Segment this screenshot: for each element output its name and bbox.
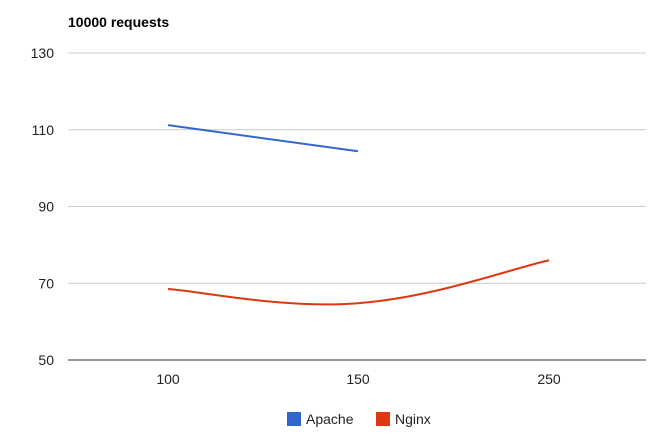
gridlines — [68, 52, 646, 284]
x-axis-ticks: 100 150 250 — [156, 371, 561, 387]
legend-label: Nginx — [395, 411, 431, 427]
y-tick-label: 130 — [31, 45, 55, 61]
x-tick-label: 100 — [156, 371, 180, 387]
y-tick-label: 90 — [38, 199, 54, 215]
series-lines — [167, 124, 550, 306]
series-line-nginx — [167, 259, 550, 306]
chart-title: 10000 requests — [68, 14, 169, 30]
x-tick-label: 150 — [346, 371, 370, 387]
legend-swatch — [287, 412, 301, 426]
series-line-apache — [167, 124, 359, 153]
legend-swatch — [376, 412, 390, 426]
legend-item-apache[interactable]: Apache — [287, 411, 354, 427]
legend-item-nginx[interactable]: Nginx — [376, 411, 431, 427]
y-tick-label: 50 — [38, 352, 54, 368]
y-tick-label: 110 — [32, 122, 55, 138]
legend[interactable]: Apache Nginx — [287, 411, 431, 427]
legend-label: Apache — [306, 411, 354, 427]
y-tick-label: 70 — [38, 275, 54, 291]
x-tick-label: 250 — [537, 371, 561, 387]
y-axis-ticks: 50 70 90 110 130 — [31, 45, 55, 368]
